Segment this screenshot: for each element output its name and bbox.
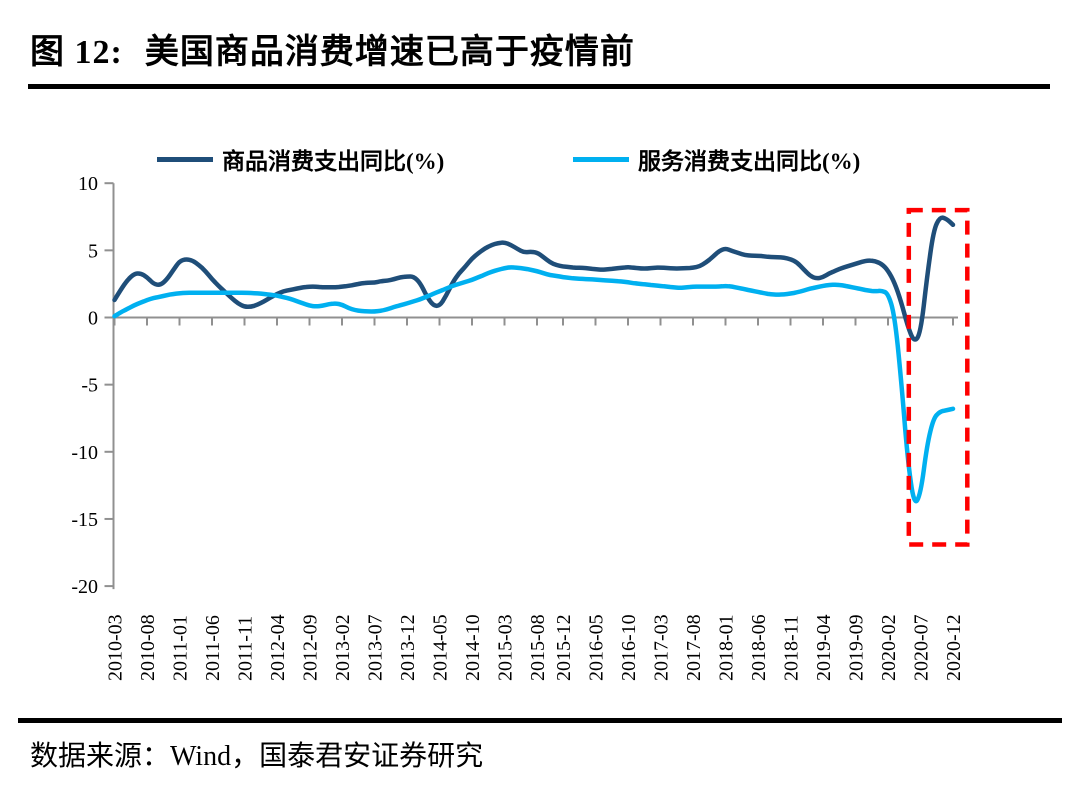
y-tick-label: 5: [88, 240, 98, 262]
title-rule: [28, 84, 1050, 89]
series-line-services: [112, 265, 956, 504]
legend-label-goods: 商品消费支出同比(%): [222, 149, 445, 174]
x-tick-label: 2011-01: [170, 615, 192, 681]
legend-label-services: 服务消费支出同比(%): [638, 149, 861, 174]
y-tick-label: -5: [81, 375, 98, 397]
legend-item-services: 服务消费支出同比(%): [573, 144, 860, 174]
x-tick-label: 2017-08: [683, 614, 705, 681]
legend-item-goods: 商品消费支出同比(%): [157, 144, 444, 174]
x-tick-label: 2020-07: [911, 614, 933, 681]
legend-swatch-goods-line: [157, 156, 213, 162]
x-tick-label: 2014-05: [430, 614, 452, 681]
x-tick-label: 2020-12: [943, 614, 965, 681]
x-tick-label: 2015-03: [495, 614, 517, 681]
footer-rule: [18, 718, 1062, 723]
x-tick-label: 2012-04: [267, 614, 289, 681]
x-tick-label: 2013-02: [332, 614, 354, 681]
x-tick-label: 2018-11: [781, 615, 803, 681]
x-tick-label: 2015-08: [527, 614, 549, 681]
x-tick-label: 2014-10: [462, 614, 484, 681]
series-line-goods: [112, 215, 956, 342]
y-tick-label: -20: [71, 576, 98, 598]
x-tick-label: 2019-04: [813, 614, 835, 681]
x-tick-label: 2015-12: [553, 614, 575, 681]
y-tick-label: 0: [88, 308, 98, 330]
x-tick-label: 2019-09: [846, 614, 868, 681]
highlight-dashed-box: [906, 207, 970, 547]
source-note: 数据来源：Wind，国泰君安证券研究: [30, 741, 484, 772]
y-tick-label: -10: [71, 442, 98, 464]
x-tick-label: 2011-11: [235, 616, 257, 681]
y-tick-label: -15: [71, 509, 98, 531]
figure-title: 图 12: 美国商品消费增速已高于疫情前: [30, 24, 635, 73]
x-tick-label: 2017-03: [651, 614, 673, 681]
x-tick-label: 2018-01: [716, 614, 738, 681]
x-tick-label: 2016-05: [586, 614, 608, 681]
x-tick-label: 2020-02: [878, 614, 900, 681]
x-tick-label: 2011-06: [202, 615, 224, 681]
x-tick-label: 2012-09: [300, 614, 322, 681]
x-tick-label: 2013-12: [397, 614, 419, 681]
legend-swatch-services-line: [573, 156, 629, 162]
x-tick-label: 2016-10: [618, 614, 640, 681]
figure-title-text: 美国商品消费增速已高于疫情前: [144, 34, 635, 71]
figure-number: 图 12:: [30, 34, 123, 71]
x-tick-label: 2010-03: [105, 614, 127, 681]
x-tick-label: 2010-08: [137, 614, 159, 681]
x-tick-label: 2013-07: [365, 614, 387, 681]
y-tick-label: 10: [78, 173, 98, 195]
x-tick-label: 2018-06: [748, 614, 770, 681]
